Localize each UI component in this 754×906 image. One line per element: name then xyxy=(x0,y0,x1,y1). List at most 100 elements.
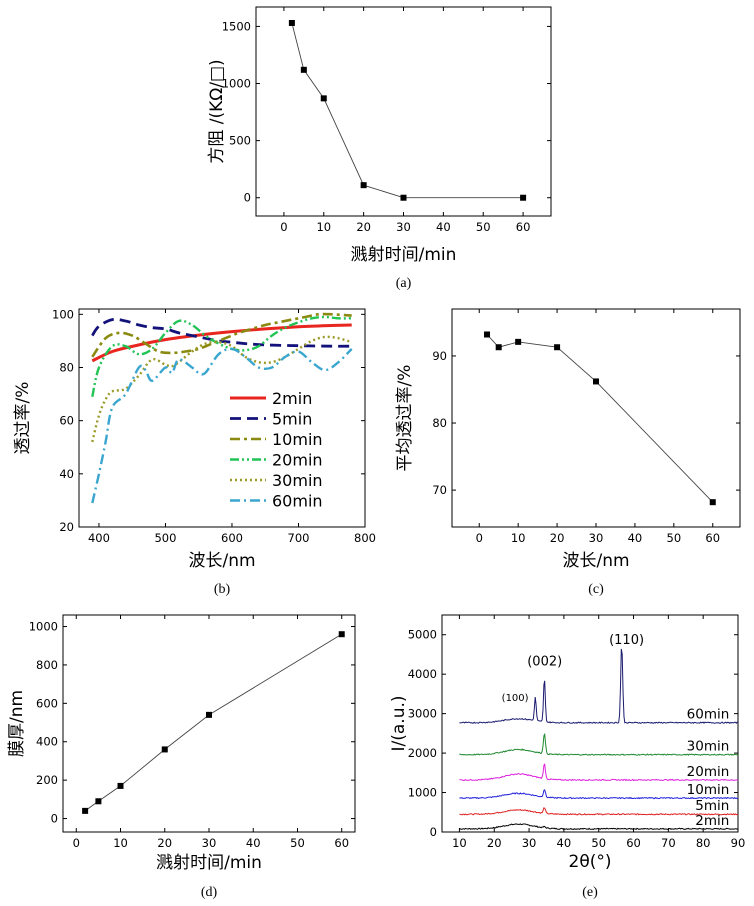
peak-annotation: (100) xyxy=(502,693,529,704)
x-tick-label: 700 xyxy=(288,531,310,545)
x-tick-label: 80 xyxy=(696,836,711,850)
x-tick-label: 0 xyxy=(73,836,80,850)
data-point xyxy=(300,66,307,73)
plot-frame xyxy=(62,614,356,833)
panel-caption: (a) xyxy=(396,276,412,291)
x-tick-label: 60 xyxy=(334,836,349,850)
data-point xyxy=(360,182,367,189)
series-line-20min xyxy=(91,315,352,397)
xrd-pattern-30min xyxy=(459,732,739,756)
y-tick-label: 1000 xyxy=(408,786,437,800)
x-tick-label: 40 xyxy=(246,836,261,850)
plot-frame xyxy=(451,308,741,528)
plot-frame xyxy=(441,614,739,833)
panel-e: 10 20 30 40 50 60 70 80 90 0 1000 2000 3000 4000 5000 2… xyxy=(389,614,746,900)
data-point xyxy=(554,344,561,351)
panel-caption: (e) xyxy=(582,885,598,900)
data-point xyxy=(593,378,599,385)
x-tick-label: 800 xyxy=(354,531,376,545)
series-line xyxy=(84,633,342,812)
x-tick-label: 30 xyxy=(202,836,217,850)
panel-caption: (d) xyxy=(201,885,218,900)
xrd-pattern-60min xyxy=(459,648,739,724)
x-tick-label: 0 xyxy=(280,220,287,234)
x-axis-label: 溅射时间/min xyxy=(156,853,262,873)
x-tick-label: 600 xyxy=(221,531,243,545)
legend-label: 5min xyxy=(272,410,312,429)
y-tick-label: 90 xyxy=(432,349,447,363)
legend-label: 2min xyxy=(272,389,312,408)
xrd-pattern-20min xyxy=(459,763,739,782)
y-tick-label: 1500 xyxy=(222,19,251,33)
pattern-label: 30min xyxy=(687,739,730,755)
peak-annotation: (110) xyxy=(609,633,644,648)
x-axis-label: 2θ(°) xyxy=(569,852,612,872)
x-tick-label: 10 xyxy=(316,220,331,234)
y-tick-label: 600 xyxy=(36,696,58,710)
y-tick-label: 1000 xyxy=(222,77,251,91)
y-tick-label: 80 xyxy=(432,416,447,430)
y-tick-label: 20 xyxy=(59,520,74,534)
x-tick-label: 40 xyxy=(436,220,451,234)
x-tick-label: 10 xyxy=(113,836,128,850)
pattern-label: 2min xyxy=(695,813,729,829)
y-tick-label: 4000 xyxy=(408,667,437,681)
x-tick-label: 90 xyxy=(731,836,746,850)
pattern-label: 5min xyxy=(695,798,729,814)
panel-c: 0 10 20 30 40 50 60 70 80 90 波长/nm 平均透过率/% (c) xyxy=(395,308,741,597)
x-tick-label: 20 xyxy=(157,836,172,850)
legend-label: 10min xyxy=(272,430,323,449)
x-tick-label: 50 xyxy=(591,836,606,850)
x-tick-label: 0 xyxy=(476,531,483,545)
panel-caption: (c) xyxy=(588,582,604,597)
y-axis-label: 方阻 /(KΩ/□) xyxy=(207,59,227,163)
pattern-label: 20min xyxy=(687,764,730,780)
x-axis-label: 波长/nm xyxy=(188,551,255,571)
y-tick-label: 1000 xyxy=(29,620,58,634)
series-line-2min xyxy=(91,323,352,363)
data-point xyxy=(288,19,295,26)
data-point xyxy=(320,95,327,102)
y-tick-label: 2000 xyxy=(408,746,437,760)
series-line xyxy=(291,22,524,199)
y-tick-label: 70 xyxy=(432,483,447,497)
plot-frame xyxy=(255,6,552,217)
y-tick-label: 40 xyxy=(59,467,74,481)
panel-b: 400 500 600 700 800 20 40 60 80 100 波长/nm 透过率/% (b) 2… xyxy=(13,307,376,597)
x-tick-label: 30 xyxy=(522,836,537,850)
data-point xyxy=(95,798,102,805)
data-point xyxy=(206,711,212,718)
x-tick-label: 10 xyxy=(511,531,526,545)
pattern-label: 60min xyxy=(687,707,730,723)
legend-label: 20min xyxy=(272,451,323,470)
x-tick-label: 30 xyxy=(396,220,411,234)
x-tick-label: 60 xyxy=(626,836,641,850)
series-line-5min xyxy=(91,317,352,348)
x-tick-label: 20 xyxy=(356,220,371,234)
x-tick-label: 10 xyxy=(452,836,467,850)
y-tick-label: 3000 xyxy=(408,707,437,721)
data-point xyxy=(338,631,345,638)
xrd-pattern-5min xyxy=(459,807,739,816)
peak-annotation: (002) xyxy=(527,655,562,670)
y-tick-label: 0 xyxy=(430,825,437,839)
y-axis-label: 膜厚/nm xyxy=(7,690,27,757)
y-tick-label: 100 xyxy=(52,307,74,321)
series-line-10min xyxy=(91,312,352,358)
y-tick-label: 5000 xyxy=(408,628,437,642)
x-axis-label: 波长/nm xyxy=(562,551,629,571)
data-point xyxy=(520,194,527,201)
x-tick-label: 60 xyxy=(705,531,720,545)
x-tick-label: 500 xyxy=(154,531,176,545)
legend-label: 60min xyxy=(272,492,323,511)
x-tick-label: 400 xyxy=(88,531,110,545)
y-tick-label: 500 xyxy=(229,134,251,148)
data-point xyxy=(82,807,89,814)
x-tick-label: 60 xyxy=(516,220,531,234)
panel-d: 0 10 20 30 40 50 6002004006008001000溅射时间/min膜厚… xyxy=(7,614,356,900)
x-tick-label: 20 xyxy=(550,531,565,545)
panel-caption: (b) xyxy=(214,582,231,597)
data-point xyxy=(515,338,522,345)
y-tick-label: 0 xyxy=(51,812,58,826)
